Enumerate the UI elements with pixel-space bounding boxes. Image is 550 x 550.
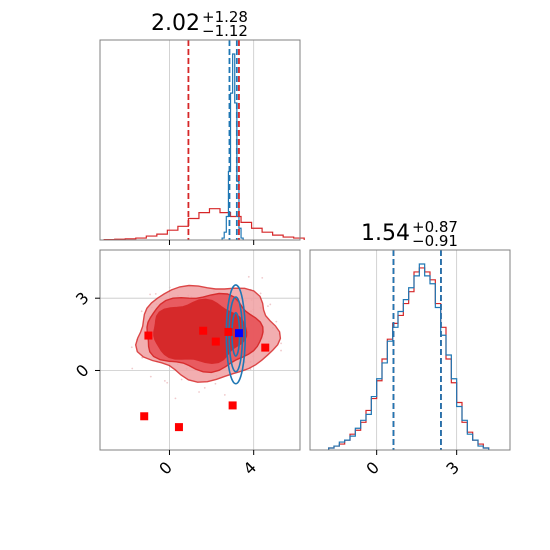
histogram-series <box>328 263 490 450</box>
x-ticks <box>168 240 255 245</box>
gridlines <box>376 250 458 450</box>
sample-point <box>214 382 217 385</box>
panel-title-minus: −0.91 <box>412 232 458 250</box>
red-marker <box>140 412 149 421</box>
sample-point <box>247 275 250 278</box>
red-marker <box>174 423 183 432</box>
sample-point <box>180 378 183 381</box>
histogram-series <box>103 53 305 241</box>
tick-label: 3 <box>442 458 463 479</box>
blue-marker <box>234 329 243 338</box>
sample-point <box>203 386 206 389</box>
red-marker <box>144 331 153 340</box>
sample-point <box>280 349 282 352</box>
sample-point <box>154 293 157 295</box>
quantile-lines <box>392 250 442 450</box>
histogram-step-blue <box>221 53 244 240</box>
panel-frame <box>99 39 301 241</box>
histogram-step-blue <box>328 263 490 450</box>
red-marker <box>224 327 233 336</box>
sample-point <box>163 379 166 382</box>
tick-label: 0 <box>72 361 93 382</box>
sample-point <box>131 367 134 370</box>
red-marker <box>199 326 208 335</box>
red-marker <box>228 401 237 410</box>
panel-title-value: 2.02 <box>151 11 200 36</box>
point-markers <box>140 326 270 432</box>
sample-point <box>267 305 269 308</box>
y-ticks: 03 <box>72 288 100 381</box>
sample-point <box>174 397 177 400</box>
panel-frame <box>99 249 301 451</box>
sample-point <box>166 381 169 384</box>
sample-point <box>198 391 200 393</box>
tick-label: 3 <box>72 288 93 309</box>
sample-point <box>280 342 283 345</box>
panel-title-value: 1.54 <box>361 221 410 246</box>
panel-background <box>100 40 300 240</box>
red-marker <box>211 337 220 346</box>
sample-point <box>249 368 252 370</box>
histogram-step-red <box>103 208 305 241</box>
sample-point <box>269 303 272 306</box>
panel-background <box>310 250 510 450</box>
sample-point <box>259 292 262 295</box>
tick-label: 0 <box>362 458 383 479</box>
tick-label: 0 <box>155 458 176 479</box>
marginal-histogram-param1: 2.02 +1.28 −1.12 <box>99 8 305 245</box>
sample-point <box>140 310 143 313</box>
panel-frame <box>309 249 511 451</box>
red-marker <box>261 343 270 352</box>
sample-point <box>149 293 151 296</box>
tick-label: 4 <box>239 458 260 479</box>
quantile-lines <box>187 40 240 240</box>
sample-point <box>261 276 264 279</box>
panel-title-plus: +1.28 <box>202 8 248 26</box>
panel-title-plus: +0.87 <box>412 218 458 236</box>
sample-point <box>149 375 152 378</box>
panel-title-minus: −1.12 <box>202 22 248 40</box>
sample-point <box>223 394 226 396</box>
sample-point <box>130 346 133 349</box>
sample-point <box>275 320 278 323</box>
gridlines <box>169 40 255 240</box>
